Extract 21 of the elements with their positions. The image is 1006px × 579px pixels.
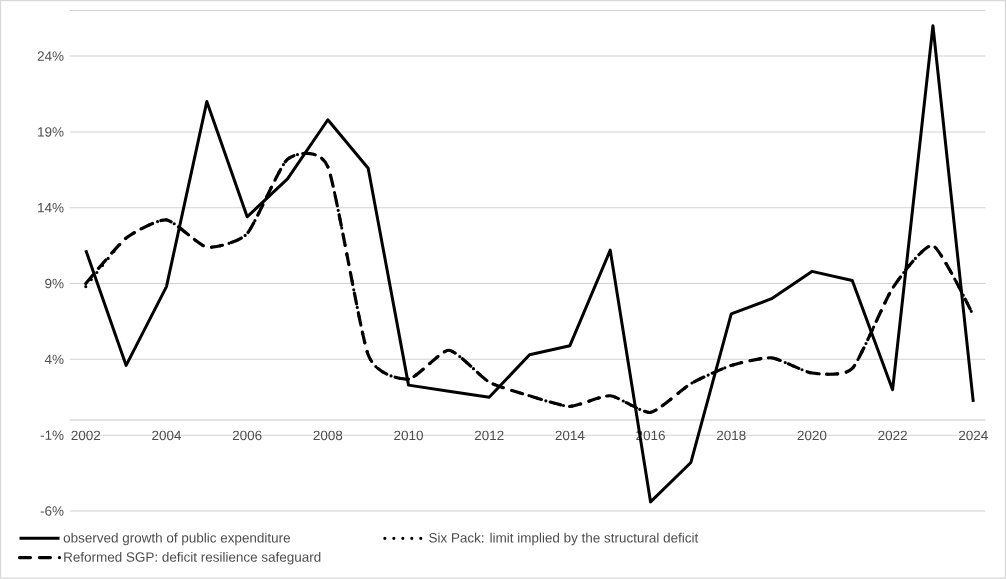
legend-label: Reformed SGP: deficit resilience safeguard: [64, 552, 321, 565]
y-tick-label: 4%: [44, 354, 64, 365]
y-tick-label: 24%: [37, 51, 64, 61]
x-tick-label: 2002: [71, 430, 101, 441]
x-tick-label: 2022: [878, 430, 907, 441]
x-tick-label: 2006: [232, 430, 262, 441]
legend-label: observed growth of public expenditure: [63, 532, 290, 546]
x-tick-label: 2012: [474, 430, 504, 441]
y-tick-label: 9%: [45, 278, 64, 289]
x-tick-label: 2008: [313, 430, 343, 441]
x-tick-label: 2010: [394, 430, 423, 441]
x-tick-label: 2018: [716, 430, 746, 441]
legend-label: Six Pack: limit implied by the structural deficit: [429, 532, 699, 546]
y-tick-label: -6%: [40, 506, 64, 516]
x-tick-label: 2004: [152, 430, 182, 441]
x-tick-label: 2024: [958, 430, 988, 441]
x-tick-label: 2014: [555, 430, 585, 441]
y-tick-label: 14%: [38, 203, 64, 213]
x-tick-label: 2020: [797, 430, 827, 441]
y-tick-label: 19%: [38, 127, 64, 137]
y-tick-label: -1%: [40, 430, 64, 441]
